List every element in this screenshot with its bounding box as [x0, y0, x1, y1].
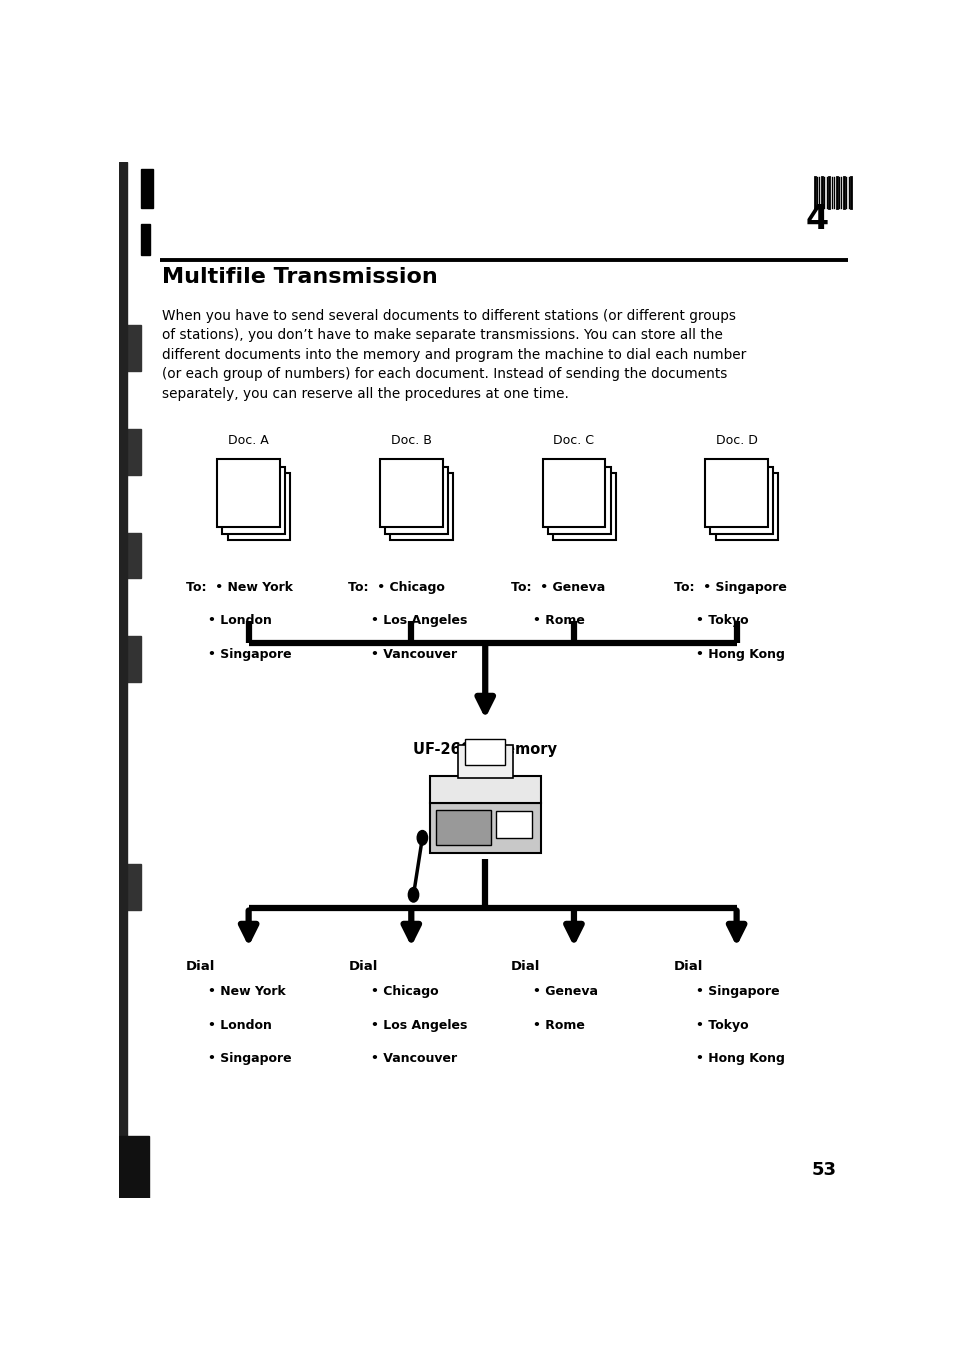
Bar	[547, 467, 610, 534]
Text: Dial: Dial	[673, 960, 702, 973]
Text: To:  • Chicago: To: • Chicago	[348, 581, 445, 595]
Bar	[457, 744, 513, 778]
Bar	[390, 472, 453, 540]
Text: When you have to send several documents to different stations (or different grou: When you have to send several documents …	[162, 308, 745, 401]
Bar	[715, 472, 778, 540]
Bar	[465, 739, 505, 766]
Text: Dial: Dial	[348, 960, 377, 973]
Text: • London: • London	[208, 1019, 272, 1031]
Text: UF-260’s Memory: UF-260’s Memory	[413, 742, 557, 756]
Circle shape	[416, 830, 427, 845]
Bar	[217, 459, 280, 526]
Bar	[385, 467, 447, 534]
Bar	[222, 467, 285, 534]
Text: Doc. D: Doc. D	[715, 433, 757, 447]
Bar	[119, 1136, 149, 1198]
Bar	[127, 326, 140, 371]
Bar	[496, 810, 531, 837]
Text: To:  • Geneva: To: • Geneva	[511, 581, 605, 595]
Bar	[542, 459, 605, 526]
Bar	[119, 162, 127, 1198]
Bar	[429, 802, 540, 853]
Bar	[710, 467, 772, 534]
Bar	[141, 223, 151, 254]
Text: • Vancouver: • Vancouver	[370, 1051, 456, 1065]
Text: • New York: • New York	[208, 985, 285, 999]
Text: • Rome: • Rome	[533, 614, 584, 627]
Text: • Los Angeles: • Los Angeles	[370, 614, 467, 627]
Text: Doc. B: Doc. B	[391, 433, 432, 447]
Text: • Vancouver: • Vancouver	[370, 647, 456, 661]
Bar	[127, 533, 140, 579]
Text: Doc. C: Doc. C	[553, 433, 594, 447]
Text: • Singapore: • Singapore	[695, 985, 779, 999]
Text: Dial: Dial	[511, 960, 540, 973]
Text: To:  • Singapore: To: • Singapore	[673, 581, 786, 595]
Text: • Hong Kong: • Hong Kong	[695, 647, 784, 661]
Text: • Singapore: • Singapore	[208, 1051, 292, 1065]
Bar	[436, 810, 491, 845]
Text: To:  • New York: To: • New York	[186, 581, 293, 595]
Bar	[553, 472, 615, 540]
Bar	[379, 459, 442, 526]
Text: Multifile Transmission: Multifile Transmission	[162, 268, 437, 287]
Bar	[127, 637, 140, 682]
Bar	[429, 775, 540, 802]
Text: • Tokyo: • Tokyo	[695, 1019, 748, 1031]
Text: • Rome: • Rome	[533, 1019, 584, 1031]
Bar	[228, 472, 290, 540]
Text: • Chicago: • Chicago	[370, 985, 437, 999]
Text: • Hong Kong: • Hong Kong	[695, 1051, 784, 1065]
Text: • Geneva: • Geneva	[533, 985, 598, 999]
Bar	[127, 429, 140, 475]
Text: • Los Angeles: • Los Angeles	[370, 1019, 467, 1031]
Text: Doc. A: Doc. A	[228, 433, 269, 447]
Text: • Singapore: • Singapore	[208, 647, 292, 661]
Text: 4: 4	[805, 203, 828, 236]
Text: • Tokyo: • Tokyo	[695, 614, 748, 627]
Bar	[141, 168, 152, 209]
Text: • London: • London	[208, 614, 272, 627]
Bar	[127, 864, 140, 910]
Bar	[704, 459, 767, 526]
Text: 53: 53	[811, 1162, 836, 1179]
Circle shape	[408, 887, 418, 902]
Text: Dial: Dial	[186, 960, 215, 973]
